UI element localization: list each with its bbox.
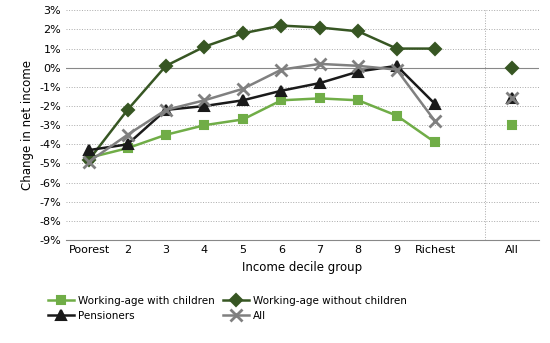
Pensioners xyxy=(355,70,361,74)
Working-age without children xyxy=(316,25,323,29)
Working-age without children xyxy=(278,24,285,28)
All xyxy=(355,64,361,68)
All xyxy=(278,68,285,72)
Line: All: All xyxy=(84,58,441,167)
Working-age without children xyxy=(393,47,400,51)
Working-age with children xyxy=(355,98,361,102)
Working-age with children xyxy=(124,146,131,150)
Pensioners xyxy=(163,108,169,112)
Working-age with children xyxy=(86,156,92,160)
Pensioners xyxy=(393,64,400,68)
All xyxy=(124,133,131,137)
All xyxy=(432,119,438,123)
Pensioners xyxy=(316,81,323,85)
Line: Working-age with children: Working-age with children xyxy=(85,94,439,162)
Working-age with children xyxy=(432,140,438,144)
All xyxy=(86,159,92,164)
Working-age with children xyxy=(163,133,169,137)
Working-age without children xyxy=(240,31,246,35)
Pensioners xyxy=(124,142,131,146)
Working-age with children xyxy=(278,98,285,102)
Working-age with children xyxy=(201,123,208,127)
All xyxy=(201,98,208,102)
Working-age with children xyxy=(393,114,400,118)
Legend: Working-age with children, Pensioners, Working-age without children, All: Working-age with children, Pensioners, W… xyxy=(47,296,407,321)
Working-age without children xyxy=(86,157,92,162)
All xyxy=(240,87,246,91)
Line: Pensioners: Pensioners xyxy=(84,61,440,155)
Pensioners xyxy=(240,98,246,102)
Y-axis label: Change in net income: Change in net income xyxy=(21,60,34,190)
Pensioners xyxy=(432,102,438,106)
Pensioners xyxy=(278,89,285,93)
Pensioners xyxy=(201,104,208,108)
Working-age without children xyxy=(355,29,361,33)
Working-age without children xyxy=(163,64,169,68)
All xyxy=(393,68,400,72)
Working-age without children xyxy=(432,47,438,51)
All xyxy=(163,108,169,112)
Pensioners xyxy=(86,148,92,152)
All xyxy=(316,62,323,66)
Working-age without children xyxy=(201,45,208,49)
Working-age with children xyxy=(240,117,246,121)
Working-age with children xyxy=(316,96,323,100)
Line: Working-age without children: Working-age without children xyxy=(85,22,439,164)
X-axis label: Income decile group: Income decile group xyxy=(243,261,362,273)
Working-age without children xyxy=(124,108,131,112)
